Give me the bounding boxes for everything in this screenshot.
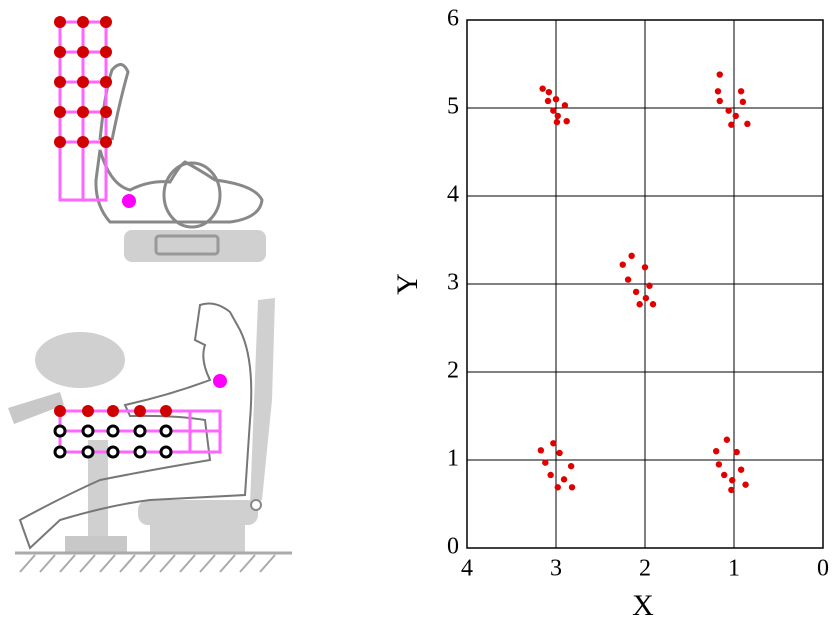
point [738, 466, 744, 472]
seat-pivot [251, 500, 261, 510]
ground-hatch [20, 555, 275, 572]
y-axis-label: Y [391, 273, 424, 295]
x-axis-label: X [632, 589, 654, 622]
seat-back [250, 298, 275, 505]
y-tick-label: 6 [447, 6, 459, 32]
seat-base [150, 525, 245, 553]
point [733, 449, 739, 455]
x-tick-label: 3 [550, 556, 562, 582]
point [555, 484, 561, 490]
point [725, 107, 731, 113]
point [650, 301, 656, 307]
point [554, 119, 560, 125]
point [713, 448, 719, 454]
point [547, 472, 553, 478]
point [563, 118, 569, 124]
reference-point [122, 194, 136, 208]
point [555, 113, 561, 119]
y-tick-label: 1 [447, 446, 459, 472]
top-view-illustration [54, 16, 266, 262]
point [568, 463, 574, 469]
head-outline [164, 163, 220, 227]
reference-point [213, 374, 227, 388]
point [625, 276, 631, 282]
steering-wheel [35, 332, 125, 388]
point [729, 477, 735, 483]
point [738, 88, 744, 94]
point [744, 121, 750, 127]
point [636, 301, 642, 307]
y-tick-label: 2 [447, 358, 459, 384]
y-tick-label: 0 [447, 534, 459, 560]
arm-outline [100, 64, 128, 140]
point [633, 289, 639, 295]
point [721, 472, 727, 478]
point [620, 261, 626, 267]
point [561, 476, 567, 482]
point [538, 447, 544, 453]
point [715, 88, 721, 94]
point [546, 89, 552, 95]
point [628, 253, 634, 259]
point [539, 85, 545, 91]
point [733, 113, 739, 119]
point [728, 122, 734, 128]
x-tick-label: 2 [639, 556, 651, 582]
y-tick-label: 3 [447, 270, 459, 296]
y-tick-label: 5 [447, 94, 459, 120]
y-tick-label: 4 [447, 182, 459, 208]
figure: X Y 4 3 2 1 0 0 1 2 3 4 5 6 [0, 0, 836, 627]
x-tick-label: 0 [817, 556, 829, 582]
point [556, 450, 562, 456]
point [553, 96, 559, 102]
x-tick-label: 1 [728, 556, 740, 582]
point [550, 440, 556, 446]
point [642, 264, 648, 270]
body-outline [96, 150, 262, 222]
point [550, 107, 556, 113]
point [728, 487, 734, 493]
point [562, 102, 568, 108]
side-view-illustration [8, 298, 292, 572]
point [717, 98, 723, 104]
x-tick-label: 4 [461, 556, 473, 582]
point [545, 98, 551, 104]
pedal-base [65, 536, 127, 553]
point [646, 283, 652, 289]
point [643, 295, 649, 301]
point [569, 484, 575, 490]
point [740, 99, 746, 105]
point [724, 437, 730, 443]
point [716, 461, 722, 467]
point [717, 71, 723, 77]
point [742, 481, 748, 487]
point [542, 459, 548, 465]
seat-cushion [138, 500, 258, 525]
